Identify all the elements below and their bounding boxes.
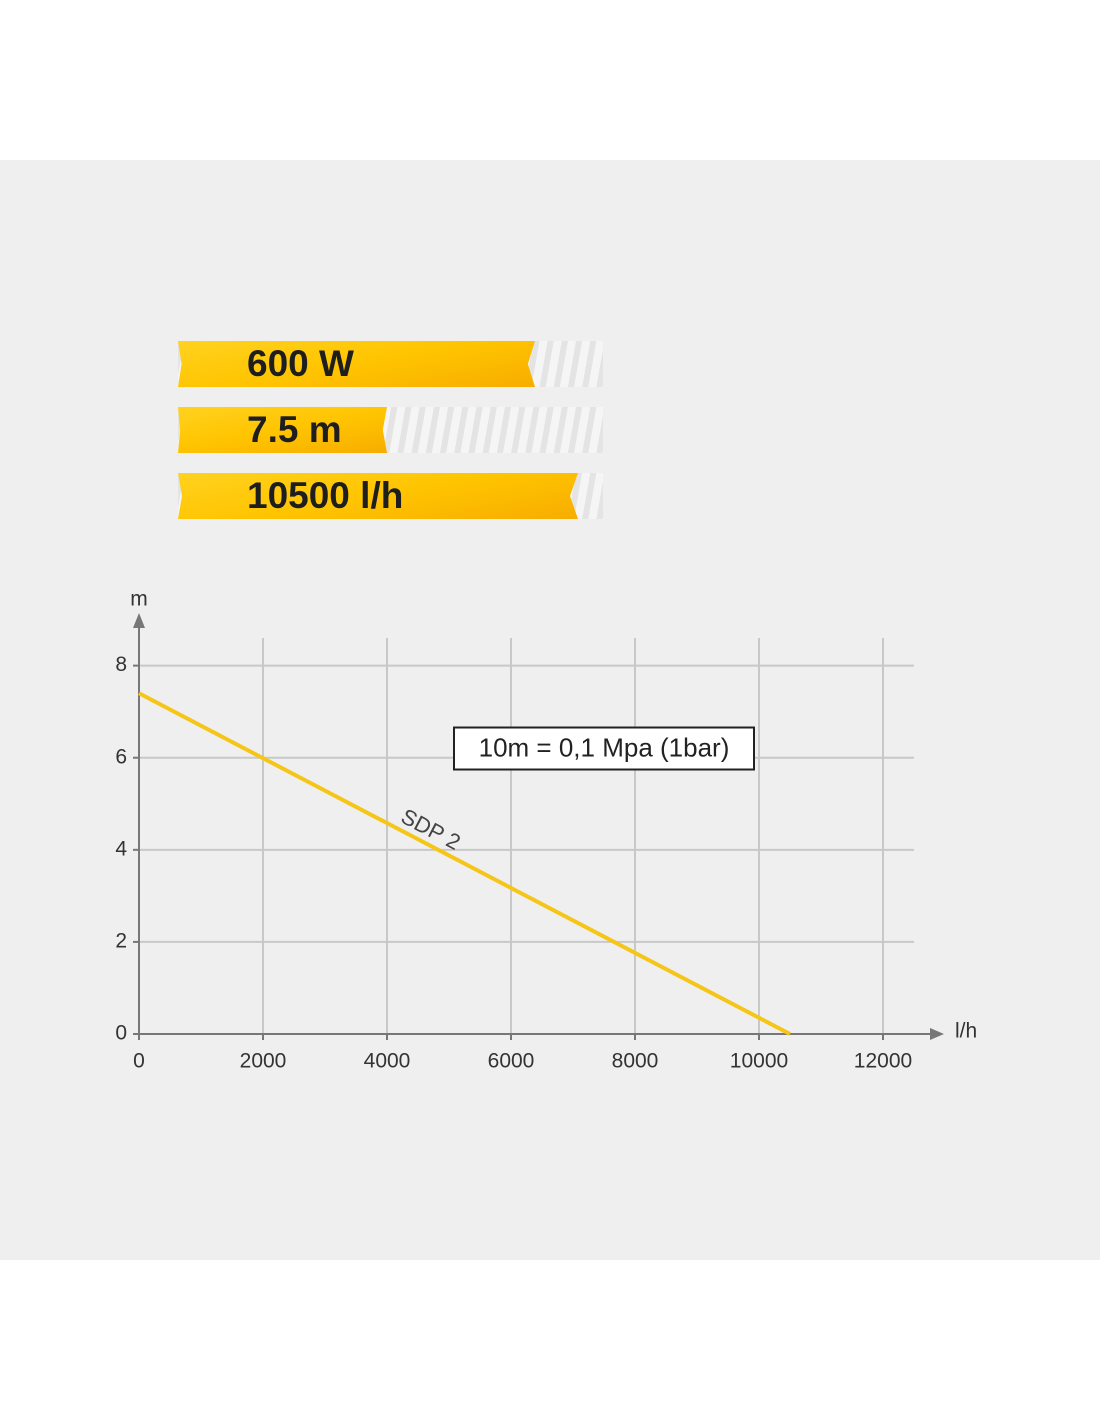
annotation-box [453,726,755,771]
x-tick-label: 2000 [240,1050,287,1073]
spec-fill [178,407,387,453]
y-tick-label: 4 [115,837,127,860]
y-tick-label: 0 [115,1022,127,1045]
series-line [138,691,791,1036]
spec-text: 10500 l/h [247,475,404,516]
annotation: 10m = 0,1 Mpa (1bar) [479,732,730,762]
spec-bar: 600 W [178,341,603,387]
x-tick-label: 4000 [364,1050,411,1073]
x-tick-label: 12000 [854,1050,912,1073]
x-axis-label: l/h [955,1020,977,1043]
y-tick-label: 8 [115,653,127,676]
spec-text: 600 W [247,343,354,384]
y-axis-label: m [130,588,148,611]
x-tick-label: 10000 [730,1050,788,1073]
spec-text: 7.5 m [247,409,342,450]
x-tick-label: 6000 [488,1050,535,1073]
x-tick-label: 8000 [612,1050,659,1073]
y-arrow [133,613,145,628]
spec-fill [178,473,578,519]
spec-bar: 7.5 m [178,407,603,453]
x-tick-label: 0 [133,1050,145,1073]
spec-fill [178,341,535,387]
x-arrow [930,1028,944,1040]
y-tick-label: 2 [115,929,127,952]
y-tick-label: 6 [115,745,127,768]
spec-bar: 10500 l/h [178,473,603,519]
